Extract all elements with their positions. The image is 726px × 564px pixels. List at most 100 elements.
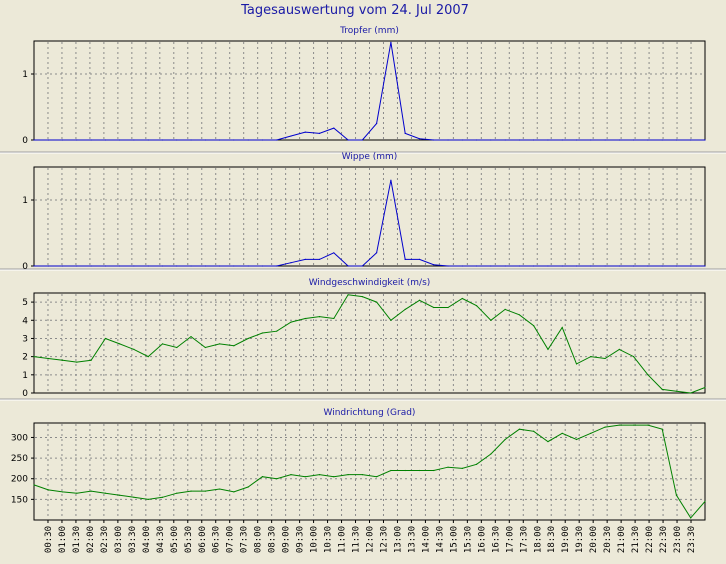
data-point [90, 359, 92, 361]
data-point [361, 265, 363, 267]
data-point [218, 488, 221, 490]
data-point [90, 265, 92, 267]
x-tick-label: 18:30 [547, 526, 557, 553]
panel-title: Tropfer (mm) [339, 26, 399, 36]
data-point [247, 265, 249, 267]
data-point [361, 139, 363, 141]
plot-area [33, 292, 706, 394]
data-point [218, 265, 221, 267]
data-point [347, 473, 349, 476]
x-tick-label: 22:00 [645, 526, 655, 553]
series-line [33, 424, 706, 519]
data-point [204, 346, 206, 349]
x-tick-label: 14:30 [435, 526, 445, 553]
x-tick-label: 03:30 [128, 526, 138, 553]
data-point [490, 265, 492, 267]
x-tick-label: 06:00 [198, 526, 208, 553]
y-tick-label: 1 [22, 70, 28, 80]
x-tick-label: 01:30 [72, 526, 82, 553]
data-point [604, 357, 606, 360]
data-point [47, 139, 49, 141]
data-point [318, 473, 321, 476]
data-point [90, 139, 92, 141]
x-tick-label: 21:30 [631, 526, 641, 553]
x-tick-label: 05:00 [170, 526, 180, 553]
x-tick-label: 19:30 [575, 526, 585, 553]
data-point [61, 139, 64, 141]
y-tick-label: 300 [11, 433, 28, 443]
data-point [190, 336, 192, 338]
data-point [490, 319, 492, 321]
x-tick-label: 10:30 [324, 526, 334, 553]
x-tick-label: 17:30 [519, 526, 529, 553]
series-line [33, 294, 706, 394]
data-point [675, 494, 678, 496]
data-point [418, 138, 421, 140]
data-point [318, 316, 321, 318]
x-tick-label: 20:00 [589, 526, 599, 553]
data-point [190, 265, 192, 267]
data-point [675, 265, 678, 267]
x-tick-label: 12:00 [366, 526, 376, 553]
x-axis: 00:30 01:00 01:30 02:00 02:30 03:00 03:30 04:00… [44, 520, 697, 553]
data-point [504, 308, 506, 310]
data-point [604, 265, 606, 267]
data-point [276, 478, 278, 480]
data-point [261, 265, 264, 267]
data-point [33, 139, 35, 141]
data-point [461, 139, 463, 141]
data-point [161, 496, 164, 498]
data-point [447, 265, 449, 267]
x-tick-label: 18:00 [533, 526, 543, 553]
x-tick-label: 04:00 [142, 526, 152, 553]
data-point [119, 265, 121, 267]
data-point [675, 139, 678, 141]
data-point [418, 469, 421, 472]
data-point [475, 139, 478, 141]
data-point [376, 301, 378, 303]
data-point [647, 139, 649, 141]
data-point [290, 473, 292, 476]
y-tick-label: 0 [22, 136, 28, 146]
data-point [633, 139, 635, 141]
data-point [590, 139, 592, 141]
data-point [475, 305, 478, 307]
x-tick-label: 10:00 [310, 526, 320, 553]
data-point [61, 359, 64, 361]
data-point [290, 135, 292, 137]
data-point [618, 424, 620, 426]
x-tick-label: 02:00 [86, 526, 96, 553]
data-point [47, 265, 49, 267]
panel-4: Windrichtung (Grad) 150 200 250 300 [11, 408, 706, 521]
data-point [690, 265, 692, 267]
x-tick-label: 12:30 [379, 526, 389, 553]
data-point [561, 432, 563, 434]
data-point [361, 473, 363, 476]
data-point [647, 265, 649, 267]
panel-title: Windrichtung (Grad) [324, 408, 416, 418]
data-point [147, 356, 149, 358]
data-point [704, 139, 706, 141]
data-point [247, 139, 249, 141]
plot-area [33, 166, 706, 267]
x-tick-label: 07:00 [226, 526, 236, 553]
data-point [161, 265, 164, 267]
data-point [661, 265, 663, 267]
data-point [233, 139, 235, 141]
data-point [161, 343, 164, 345]
data-point [647, 424, 649, 426]
data-point [518, 265, 521, 267]
data-point [390, 41, 392, 43]
data-point [90, 490, 92, 492]
data-point [318, 132, 321, 134]
x-tick-label: 09:00 [282, 526, 292, 553]
panel-3: Windgeschwindigkeit (m/s) 0 1 2 3 4 5 [22, 278, 706, 399]
data-point [104, 492, 106, 494]
data-point [461, 265, 463, 267]
y-tick-label: 0 [22, 389, 28, 399]
data-point [404, 132, 406, 134]
data-point [147, 265, 149, 267]
x-tick-label: 07:30 [240, 526, 250, 553]
data-point [133, 348, 135, 350]
panel-title: Windgeschwindigkeit (m/s) [309, 278, 431, 288]
